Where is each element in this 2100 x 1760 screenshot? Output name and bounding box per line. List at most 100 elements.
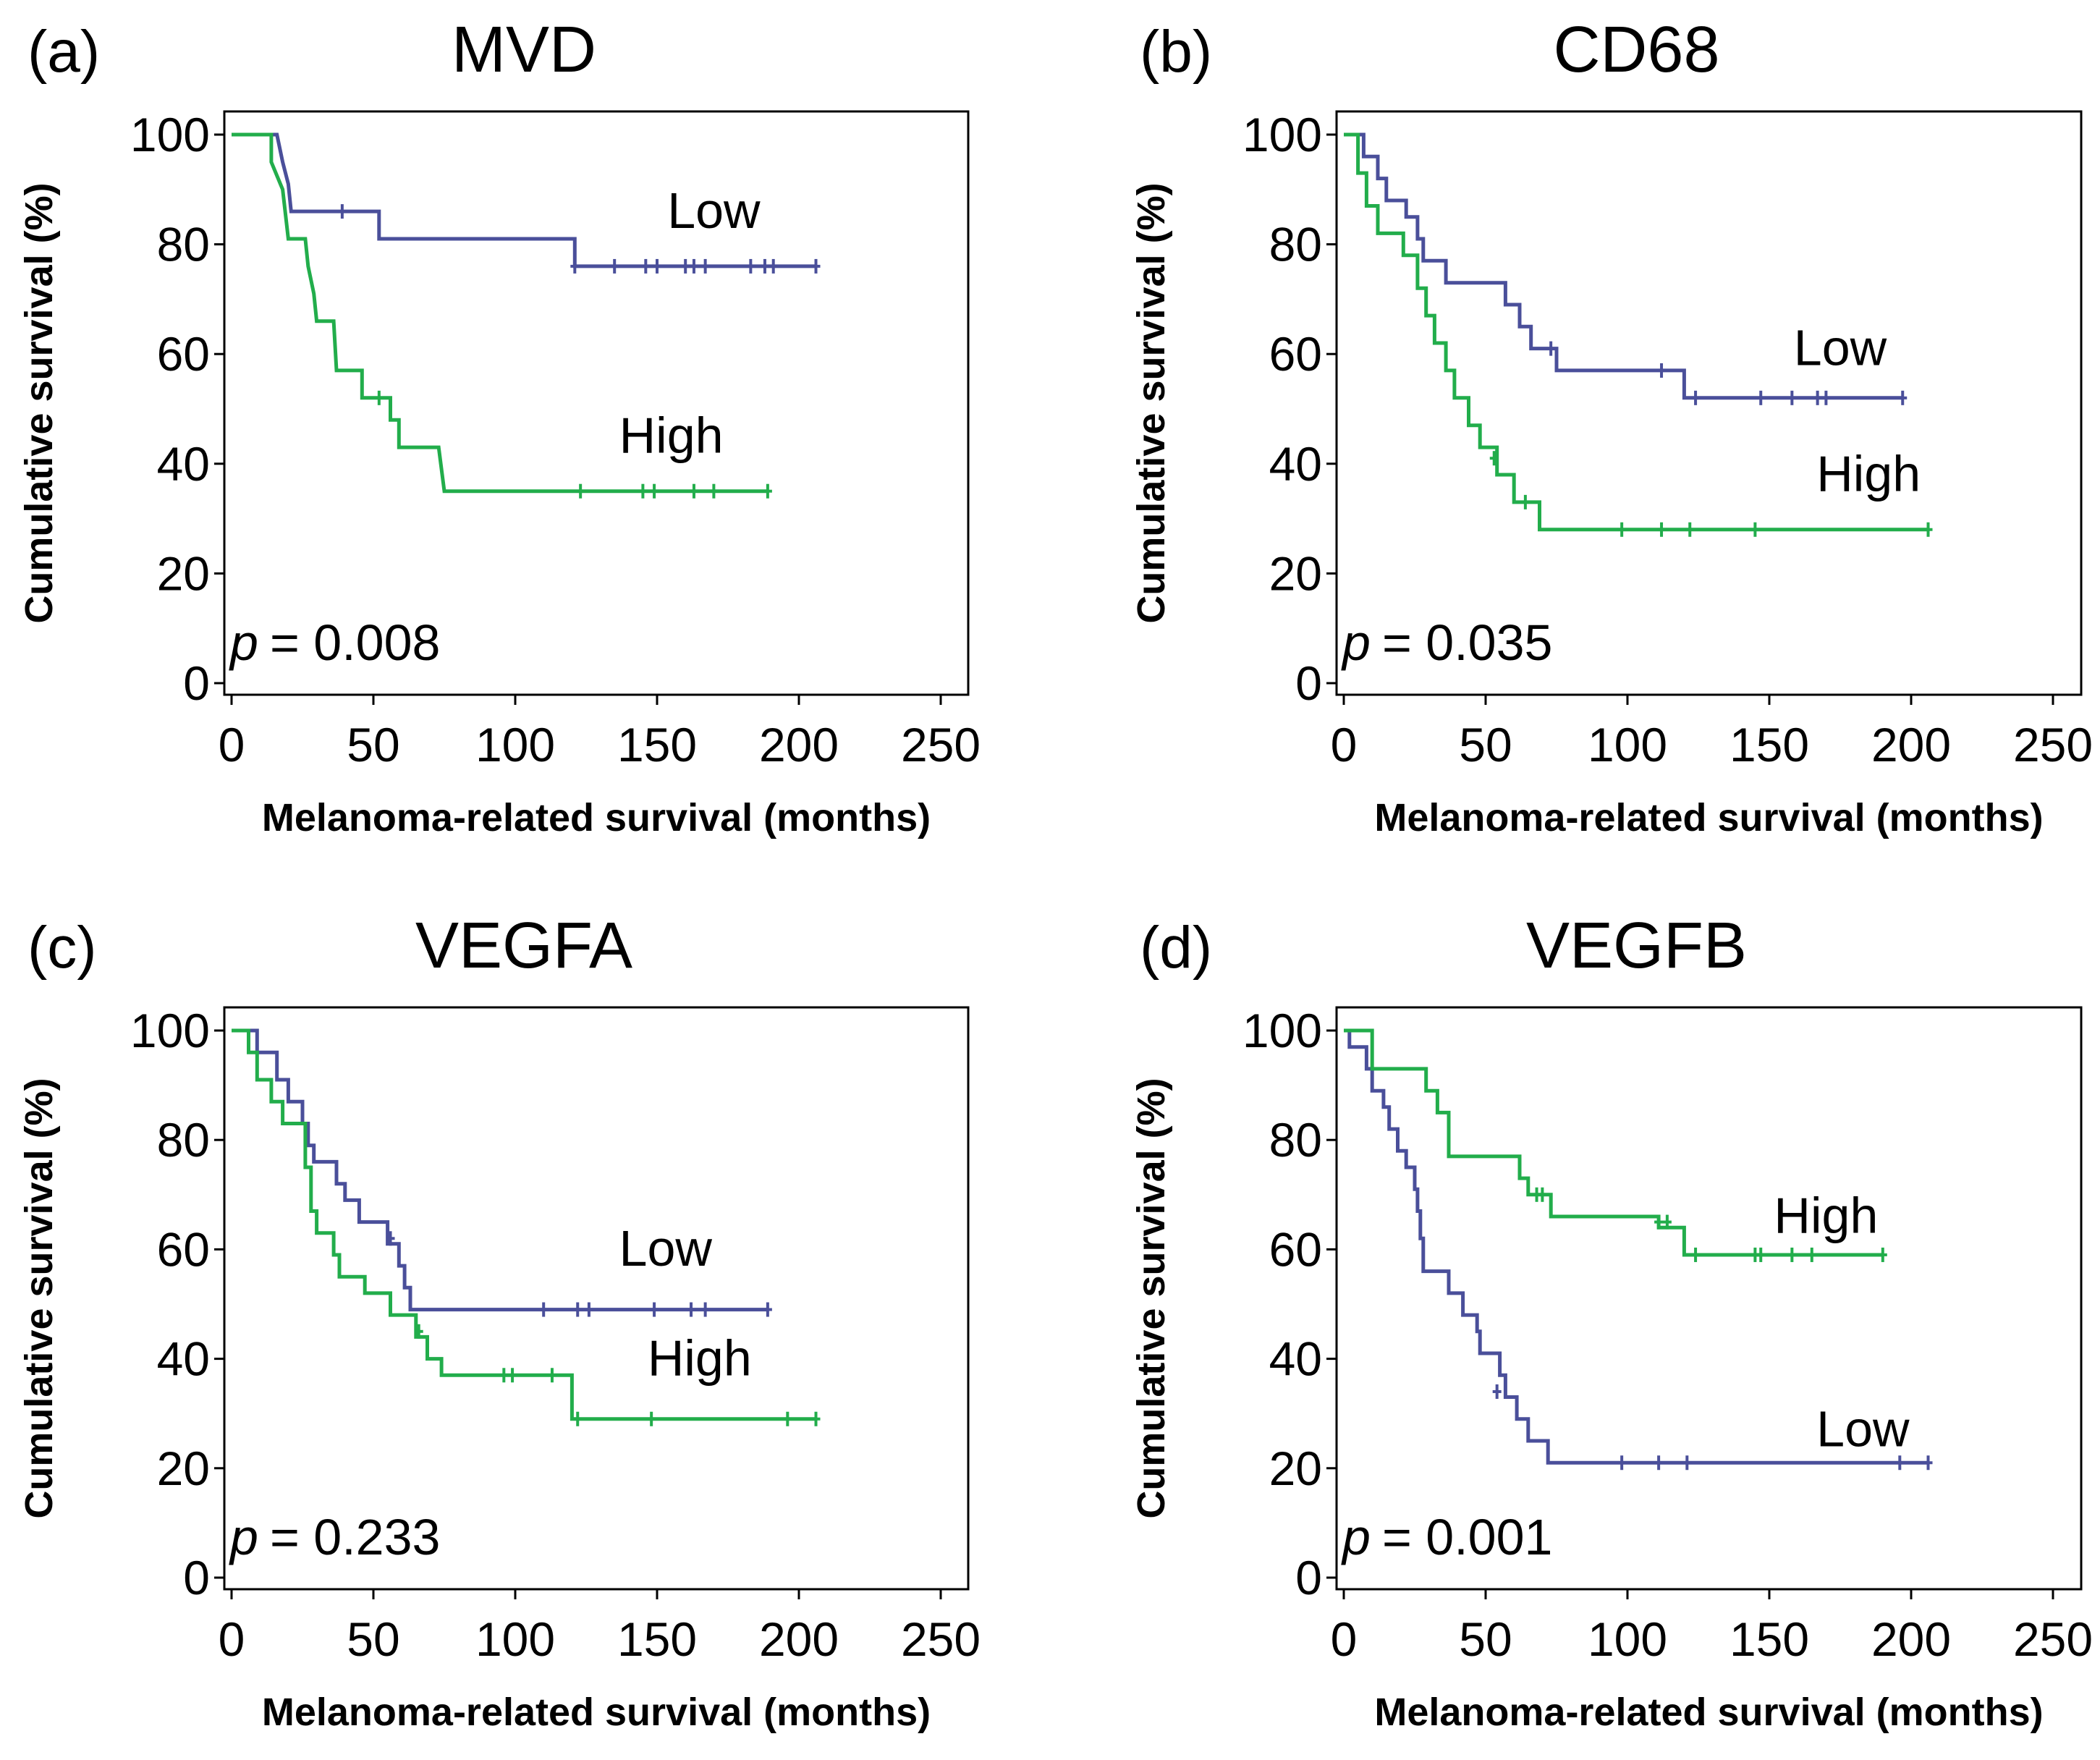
y-tick-label: 100 [130, 1004, 210, 1057]
chart-title: CD68 [1553, 14, 1719, 86]
panel-label: (b) [1140, 19, 1212, 85]
y-tick-label: 80 [157, 218, 210, 271]
p-symbol: p [1341, 614, 1371, 671]
y-tick-label: 60 [157, 1222, 210, 1276]
plot-frame [223, 110, 970, 696]
p-value: = 0.233 [270, 1509, 441, 1565]
x-tick-label: 100 [475, 1612, 555, 1666]
plot-frame [223, 1006, 970, 1591]
series-label: Low [1794, 319, 1887, 376]
panel-label: (d) [1140, 915, 1212, 981]
series-low: Low [1344, 1028, 1933, 1471]
chart-panel-3: (d) VEGFB 0 50 100 150 200 250 0 20 40 60 80 100 Melan… [1130, 910, 2093, 1734]
x-tick-label: 250 [901, 1612, 981, 1666]
series-high: High [232, 132, 772, 499]
x-tick-label: 100 [1588, 718, 1667, 771]
x-tick-label: 150 [1729, 718, 1809, 771]
chart-panel-1: (b) CD68 0 50 100 150 200 250 0 20 40 60 80 100 Melano… [1130, 14, 2093, 839]
x-tick-label: 150 [617, 1612, 697, 1666]
y-tick-label: 0 [1295, 1551, 1322, 1604]
p-symbol: p [229, 614, 258, 671]
series-label: High [619, 407, 724, 464]
y-tick-label: 60 [1269, 327, 1322, 381]
x-tick-label: 250 [2013, 718, 2093, 771]
series-low: Low [232, 1028, 772, 1317]
series-label: High [1774, 1188, 1878, 1244]
p-value: = 0.035 [1382, 614, 1553, 671]
y-tick-label: 40 [1269, 437, 1322, 491]
x-axis-label: Melanoma-related survival (months) [1374, 1691, 2043, 1734]
x-tick-label: 0 [219, 718, 245, 771]
survival-curve-high [232, 1028, 816, 1421]
p-value-annotation: p = 0.035 [1341, 614, 1552, 671]
p-value-annotation: p = 0.008 [229, 614, 440, 671]
p-symbol: p [229, 1509, 258, 1565]
plot-frame [1335, 1006, 2083, 1591]
x-axis-label: Melanoma-related survival (months) [262, 796, 931, 839]
chart-title: VEGFA [415, 910, 632, 982]
x-tick-label: 0 [219, 1612, 245, 1666]
x-tick-label: 100 [475, 718, 555, 771]
x-tick-label: 250 [901, 718, 981, 771]
x-tick-label: 0 [1331, 1612, 1358, 1666]
p-value-annotation: p = 0.001 [1341, 1509, 1552, 1565]
p-value: = 0.008 [270, 614, 441, 671]
x-tick-label: 250 [2013, 1612, 2093, 1666]
series-label: Low [667, 182, 761, 239]
panel-label: (c) [27, 915, 97, 981]
y-tick-label: 80 [157, 1113, 210, 1167]
y-tick-label: 60 [157, 327, 210, 381]
x-tick-label: 150 [1729, 1612, 1809, 1666]
y-tick-label: 40 [157, 437, 210, 491]
chart-panel-2: (c) VEGFA 0 50 100 150 200 250 0 20 40 60 80 100 Melan… [17, 910, 981, 1734]
series-high: High [1344, 1028, 1887, 1262]
x-tick-label: 200 [1871, 1612, 1951, 1666]
x-axis-label: Melanoma-related survival (months) [1374, 796, 2043, 839]
y-tick-label: 40 [157, 1332, 210, 1386]
survival-curve-low [232, 132, 816, 268]
y-axis-label: Cumulative survival (%) [1130, 1078, 1173, 1518]
plot-frame [1335, 110, 2083, 696]
x-tick-label: 200 [759, 718, 839, 771]
p-value: = 0.001 [1382, 1509, 1553, 1565]
y-tick-label: 100 [1242, 108, 1322, 161]
series-label: High [648, 1329, 752, 1386]
x-tick-label: 50 [1459, 1612, 1512, 1666]
series-high: High [232, 1028, 821, 1426]
p-symbol: p [1341, 1509, 1371, 1565]
chart-title: VEGFB [1526, 910, 1747, 982]
x-axis-label: Melanoma-related survival (months) [262, 1691, 931, 1734]
x-tick-label: 50 [347, 1612, 399, 1666]
series-label: Low [1816, 1401, 1910, 1458]
y-tick-label: 60 [1269, 1222, 1322, 1276]
series-low: Low [232, 132, 821, 274]
y-tick-label: 0 [1295, 656, 1322, 710]
y-tick-label: 100 [130, 108, 210, 161]
chart-panel-0: (a) MVD 0 50 100 150 200 250 0 20 40 60 80 100 Melanom… [17, 14, 981, 839]
panel-label: (a) [27, 19, 100, 85]
y-tick-label: 20 [157, 546, 210, 600]
y-axis-label: Cumulative survival (%) [17, 182, 61, 623]
y-tick-label: 20 [157, 1442, 210, 1495]
y-tick-label: 20 [1269, 1442, 1322, 1495]
y-axis-label: Cumulative survival (%) [1130, 182, 1173, 623]
chart-title: MVD [452, 14, 596, 86]
x-tick-label: 200 [1871, 718, 1951, 771]
y-tick-label: 80 [1269, 218, 1322, 271]
series-high: High [1344, 132, 1933, 537]
x-tick-label: 50 [347, 718, 399, 771]
y-tick-label: 40 [1269, 1332, 1322, 1386]
survival-curve-high [1344, 132, 1928, 532]
survival-curve-high [232, 132, 768, 494]
survival-curve-low [1344, 1028, 1928, 1465]
x-tick-label: 200 [759, 1612, 839, 1666]
y-tick-label: 0 [183, 656, 210, 710]
p-value-annotation: p = 0.233 [229, 1509, 440, 1565]
x-tick-label: 100 [1588, 1612, 1667, 1666]
y-tick-label: 100 [1242, 1004, 1322, 1057]
x-tick-label: 0 [1331, 718, 1358, 771]
y-axis-label: Cumulative survival (%) [17, 1078, 61, 1518]
series-label: High [1816, 446, 1921, 502]
y-tick-label: 0 [183, 1551, 210, 1604]
